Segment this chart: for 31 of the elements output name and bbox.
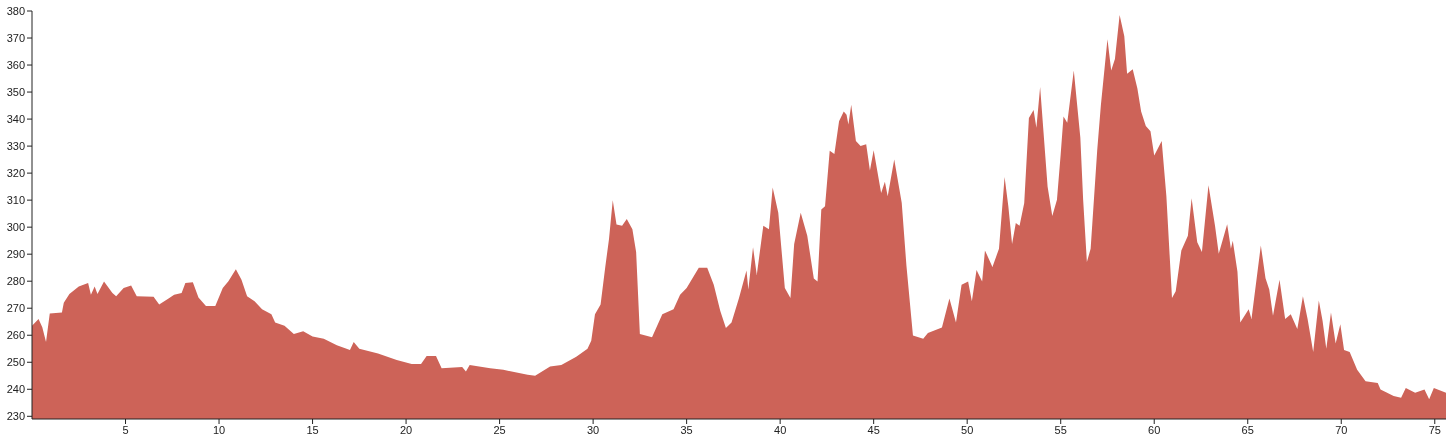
x-tick-label: 20 <box>399 424 413 436</box>
x-tick-label: 70 <box>1335 424 1348 436</box>
y-tick-label: 350 <box>6 85 25 98</box>
x-tick-label: 45 <box>867 424 880 436</box>
y-tick-label: 380 <box>6 4 25 17</box>
x-tick-label: 55 <box>1054 424 1067 436</box>
y-tick-label: 290 <box>6 248 25 261</box>
y-tick-label: 240 <box>6 383 25 396</box>
y-tick-label: 370 <box>6 31 25 44</box>
y-tick-label: 340 <box>6 112 25 125</box>
y-tick-label: 360 <box>6 58 25 71</box>
y-tick-label: 330 <box>6 139 25 152</box>
x-tick-label: 35 <box>680 424 693 436</box>
y-tick-label: 280 <box>6 275 25 288</box>
x-tick-label: 40 <box>774 424 787 436</box>
y-tick-label: 260 <box>6 329 25 342</box>
y-tick-label: 270 <box>6 302 25 315</box>
x-tick-label: 25 <box>493 424 506 436</box>
x-tick-label: 10 <box>212 424 226 436</box>
x-tick-label: 5 <box>122 424 129 436</box>
x-tick-label: 30 <box>586 424 600 436</box>
y-tick-label: 300 <box>6 221 25 234</box>
x-tick-label: 50 <box>961 424 974 436</box>
x-tick-label: 65 <box>1241 424 1254 436</box>
y-tick-label: 310 <box>6 193 25 206</box>
x-tick-label: 60 <box>1148 424 1161 436</box>
y-tick-label: 230 <box>6 410 25 423</box>
x-tick-label: 15 <box>306 424 319 436</box>
y-tick-label: 320 <box>6 166 25 179</box>
y-tick-label: 250 <box>6 356 25 369</box>
x-tick-label: 75 <box>1428 424 1441 436</box>
